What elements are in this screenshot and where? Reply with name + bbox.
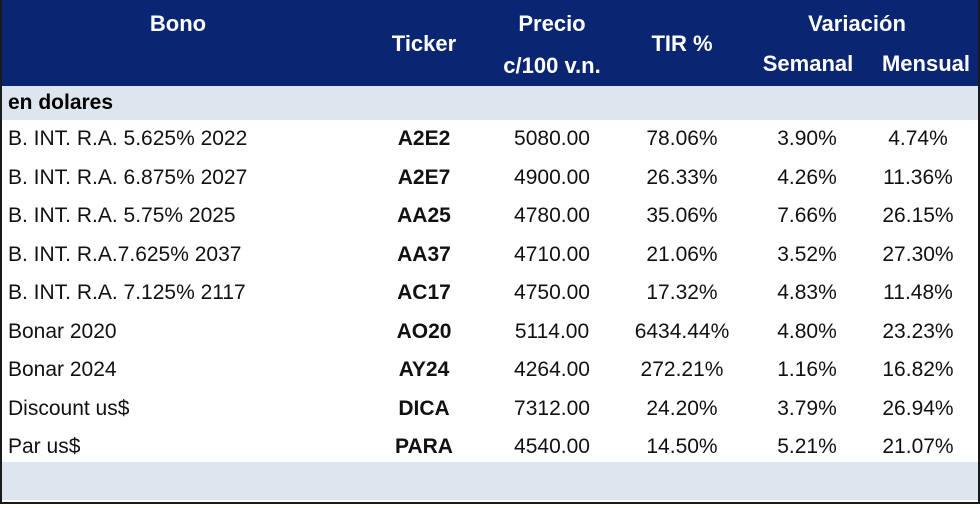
cell-ticker: A2E7 [397,165,451,189]
cell-bono: B. INT. R.A.7.625% 2037 [8,242,242,266]
cell-precio: 4264.00 [514,358,590,381]
cell-semanal: 3.79% [777,396,837,420]
cell-precio: 4540.00 [514,435,590,458]
cell-precio: 4780.00 [514,204,590,227]
cell-tir: 78.06% [646,127,718,150]
cell-semanal: 4.26% [777,165,837,189]
cell-semanal: 4.83% [777,281,837,304]
table-row: Discount us$ DICA 7312.00 24.20% 3.79% 2… [2,390,978,429]
cell-ticker: AO20 [396,319,452,343]
header-variacion: Variación [808,11,906,36]
cell-tir: 35.06% [646,204,718,227]
cell-tir: 26.33% [646,165,718,189]
cell-semanal: 1.16% [777,358,837,381]
cell-tir: 6434.44% [634,319,730,343]
cell-precio: 4750.00 [514,281,590,304]
cell-ticker: AA37 [397,242,451,266]
table-header: Bono Ticker Precio c/100 v.n. TIR % Vari… [2,0,978,86]
cell-bono: Par us$ [8,435,81,458]
cell-bono: B. INT. R.A. 5.625% 2022 [8,127,248,150]
header-precio: Precio [518,11,586,36]
cell-mensual: 27.30% [882,242,954,266]
cell-precio: 7312.00 [514,396,590,420]
cell-semanal: 3.52% [777,242,837,266]
footer-band [2,462,978,500]
cell-ticker: PARA [395,435,453,458]
cell-semanal: 7.66% [777,204,837,227]
cell-bono: Bonar 2020 [8,319,117,343]
header-tir: TIR % [651,31,713,56]
cell-bono: B. INT. R.A. 6.875% 2027 [8,165,248,189]
table-row: Bonar 2024 AY24 4264.00 272.21% 1.16% 16… [2,351,978,390]
table-row: B. INT. R.A. 5.75% 2025 AA25 4780.00 35.… [2,197,978,236]
section-label: en dolares [2,86,978,120]
cell-semanal: 4.80% [777,319,837,343]
cell-ticker: AY24 [398,358,450,381]
cell-bono: Discount us$ [8,396,130,420]
cell-mensual: 11.36% [883,165,953,189]
cell-mensual: 21.07% [882,435,954,458]
cell-bono: Bonar 2024 [8,358,117,381]
table-row: Par us$ PARA 4540.00 14.50% 5.21% 21.07% [2,428,978,467]
table-row: B. INT. R.A.7.625% 2037 AA37 4710.00 21.… [2,236,978,275]
cell-precio: 5114.00 [514,319,590,343]
cell-ticker: A2E2 [397,127,451,150]
cell-mensual: 26.15% [882,204,954,227]
cell-ticker: DICA [398,396,450,420]
cell-tir: 14.50% [646,435,718,458]
cell-precio: 4710.00 [514,242,590,266]
header-semanal: Semanal [762,51,854,76]
cell-mensual: 11.48% [883,281,953,304]
cell-ticker: AC17 [397,281,451,304]
cell-tir: 24.20% [646,396,718,420]
cell-tir: 21.06% [646,242,718,266]
cell-precio: 4900.00 [514,165,590,189]
cell-semanal: 5.21% [777,435,837,458]
cell-tir: 17.32% [646,281,718,304]
cell-tir: 272.21% [640,358,724,381]
cell-ticker: AA25 [397,204,451,227]
cell-mensual: 16.82% [882,358,954,381]
cell-bono: B. INT. R.A. 7.125% 2117 [8,281,246,304]
table-body: B. INT. R.A. 5.625% 2022 A2E2 5080.00 78… [2,120,978,467]
cell-mensual: 4.74% [888,127,948,150]
cell-precio: 5080.00 [514,127,590,150]
table-row: B. INT. R.A. 5.625% 2022 A2E2 5080.00 78… [2,120,978,159]
table-row: B. INT. R.A. 6.875% 2027 A2E7 4900.00 26… [2,159,978,198]
header-precio-unit: c/100 v.n. [503,53,601,78]
table-row: Bonar 2020 AO20 5114.00 6434.44% 4.80% 2… [2,313,978,352]
cell-mensual: 23.23% [882,319,954,343]
cell-bono: B. INT. R.A. 5.75% 2025 [8,204,236,227]
table-row: B. INT. R.A. 7.125% 2117 AC17 4750.00 17… [2,274,978,313]
cell-semanal: 3.90% [777,127,837,150]
header-ticker: Ticker [391,31,457,56]
header-mensual: Mensual [881,51,971,76]
cell-mensual: 26.94% [882,396,954,420]
header-bono: Bono [149,11,207,36]
